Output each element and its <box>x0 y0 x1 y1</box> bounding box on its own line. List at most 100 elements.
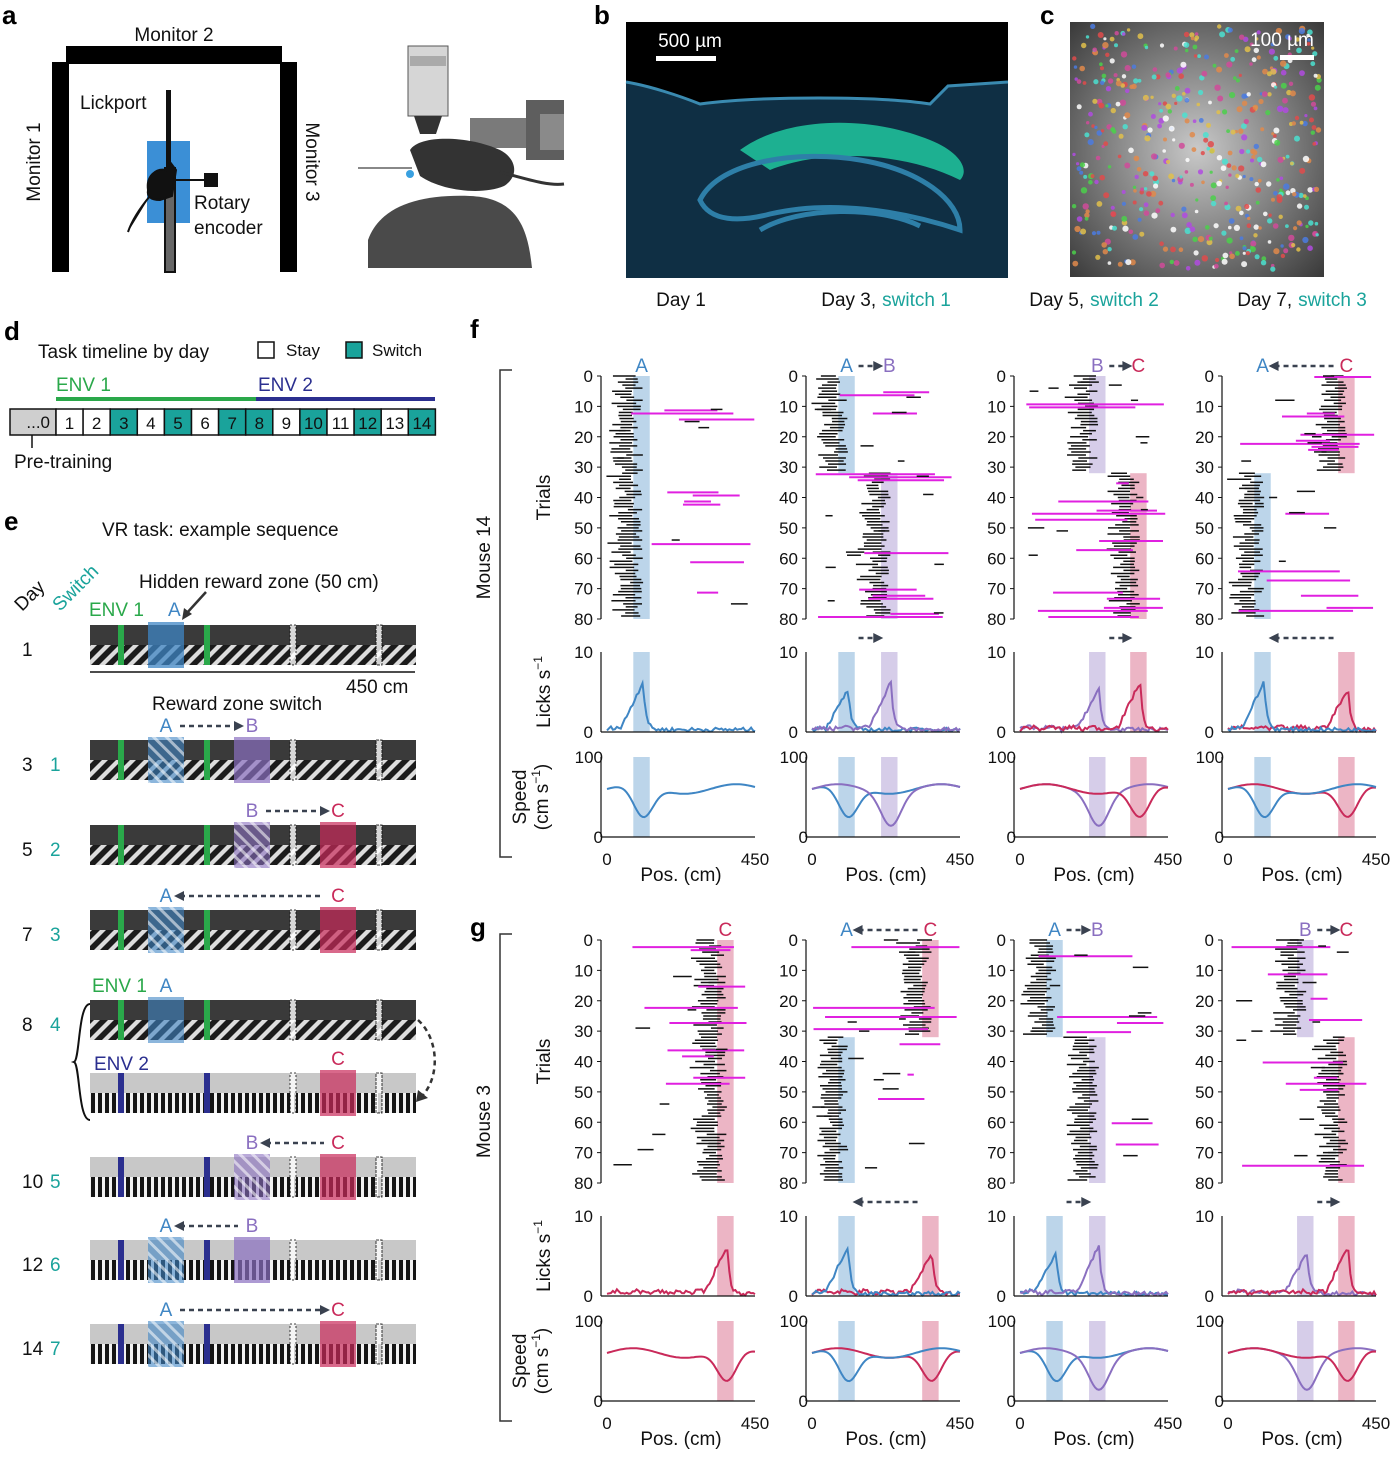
panel-d: d Task timeline by day Stay Switch ENV 1… <box>4 316 437 473</box>
zone-label: C <box>719 920 733 941</box>
cell-mask <box>1271 197 1275 202</box>
cell-mask <box>1169 259 1175 265</box>
cell-mask <box>1205 225 1210 230</box>
zone-label: C <box>924 920 938 941</box>
panel-label-g: g <box>470 912 486 942</box>
cell-mask <box>1159 108 1163 113</box>
raster-tick-label: 0 <box>997 931 1006 950</box>
cell-mask <box>1152 67 1158 72</box>
speed-axis-end: ) <box>532 764 553 770</box>
cell-mask <box>1221 230 1227 236</box>
cell-mask <box>1107 165 1112 169</box>
track-landmark <box>289 1239 297 1281</box>
cell-mask <box>1234 49 1239 53</box>
lick-trace <box>811 1245 961 1298</box>
cell-mask <box>1202 132 1209 138</box>
row-switch-label: 2 <box>50 840 61 861</box>
cell-mask <box>1199 75 1205 81</box>
cell-mask <box>1152 175 1158 182</box>
arrow-head <box>174 1221 184 1231</box>
cell-mask <box>1097 32 1104 38</box>
panel-label-d: d <box>4 316 20 346</box>
cell-mask <box>1276 105 1284 113</box>
speed-tick-label: 100 <box>988 748 1016 767</box>
track-landmark <box>118 825 124 865</box>
speed-tick-label: 0 <box>1007 828 1016 847</box>
pos-tick-label: 450 <box>1362 1414 1390 1433</box>
cell-mask <box>1305 224 1309 229</box>
cell-mask <box>1267 218 1273 224</box>
pos-axis-title: Pos. (cm) <box>640 1429 721 1450</box>
cell-mask <box>1285 154 1290 159</box>
day-box <box>163 408 193 436</box>
cell-mask <box>1206 146 1211 151</box>
cell-mask <box>1082 81 1087 85</box>
cell-mask <box>1128 147 1134 154</box>
cell-mask <box>1217 95 1224 102</box>
track-landmark <box>289 1156 297 1198</box>
raster-tick-label: 0 <box>997 367 1006 386</box>
mouse-icon <box>127 160 178 233</box>
raster-tick-label: 30 <box>1195 458 1214 477</box>
speed-axis-title: Speed <box>510 770 531 825</box>
cell-mask <box>1087 139 1094 146</box>
lick-trace <box>1019 1245 1169 1298</box>
pos-axis-title: Pos. (cm) <box>1053 865 1134 886</box>
speed-zone <box>1338 757 1355 837</box>
raster-tick-label: 20 <box>987 428 1006 447</box>
monitor-3-bar <box>280 62 297 272</box>
cell-mask <box>1139 207 1144 212</box>
monitor-2-label: Monitor 2 <box>134 25 213 46</box>
cell-mask <box>1103 37 1107 41</box>
column-switch-label: switch 3 <box>1298 290 1367 311</box>
cell-mask <box>1100 66 1104 71</box>
lick-tick-label: 0 <box>584 723 593 742</box>
raster-tick-label: 80 <box>987 1174 1006 1193</box>
zone-label: A <box>160 886 173 907</box>
raster-tick-label: 10 <box>987 961 1006 980</box>
cell-mask <box>1251 154 1256 160</box>
pretraining-label: Pre-training <box>14 452 112 473</box>
cell-mask <box>1098 102 1105 109</box>
raster-tick-label: 20 <box>1195 428 1214 447</box>
cell-mask <box>1193 250 1199 256</box>
speed-tick-label: 100 <box>1196 1312 1224 1331</box>
cell-mask <box>1267 240 1272 244</box>
cell-mask <box>1283 248 1289 254</box>
raster-tick-label: 10 <box>1195 961 1214 980</box>
cell-mask <box>1201 255 1209 262</box>
cell-mask <box>1277 156 1284 163</box>
raster-tick-label: 10 <box>1195 397 1214 416</box>
lick-trace <box>811 679 961 733</box>
day-box-label: 7 <box>227 414 236 433</box>
cell-mask <box>1140 187 1144 192</box>
speed-tick-label: 100 <box>780 1312 808 1331</box>
cell-mask <box>1246 92 1251 97</box>
cell-mask <box>1181 212 1188 219</box>
reward-zone-new <box>320 907 356 953</box>
cell-mask <box>1071 250 1077 255</box>
track-landmark <box>118 1000 124 1040</box>
reward-zone-old <box>148 997 184 1043</box>
track-landmark <box>204 1000 210 1040</box>
zone-label: A <box>1048 920 1061 941</box>
cell-mask <box>1122 225 1129 232</box>
speed-tick-label: 100 <box>780 748 808 767</box>
cell-mask <box>1214 84 1221 91</box>
cell-mask <box>1307 187 1313 193</box>
speed-tick-label: 0 <box>1215 1392 1224 1411</box>
row-day-label: 1 <box>22 640 33 661</box>
env-switch-arrow <box>417 1019 436 1099</box>
cell-mask <box>1250 148 1256 154</box>
raster-zone <box>881 473 898 619</box>
cell-mask <box>1076 104 1082 110</box>
cell-mask <box>1074 77 1078 81</box>
day-box-label: 11 <box>332 414 350 433</box>
raster-tick-label: 80 <box>779 610 798 629</box>
cell-mask <box>1310 130 1316 135</box>
lick-tick-label: 0 <box>1205 723 1214 742</box>
cell-mask <box>1203 137 1209 143</box>
cell-mask <box>1225 185 1229 189</box>
arrow-head <box>1268 633 1279 643</box>
day-box <box>55 408 84 436</box>
